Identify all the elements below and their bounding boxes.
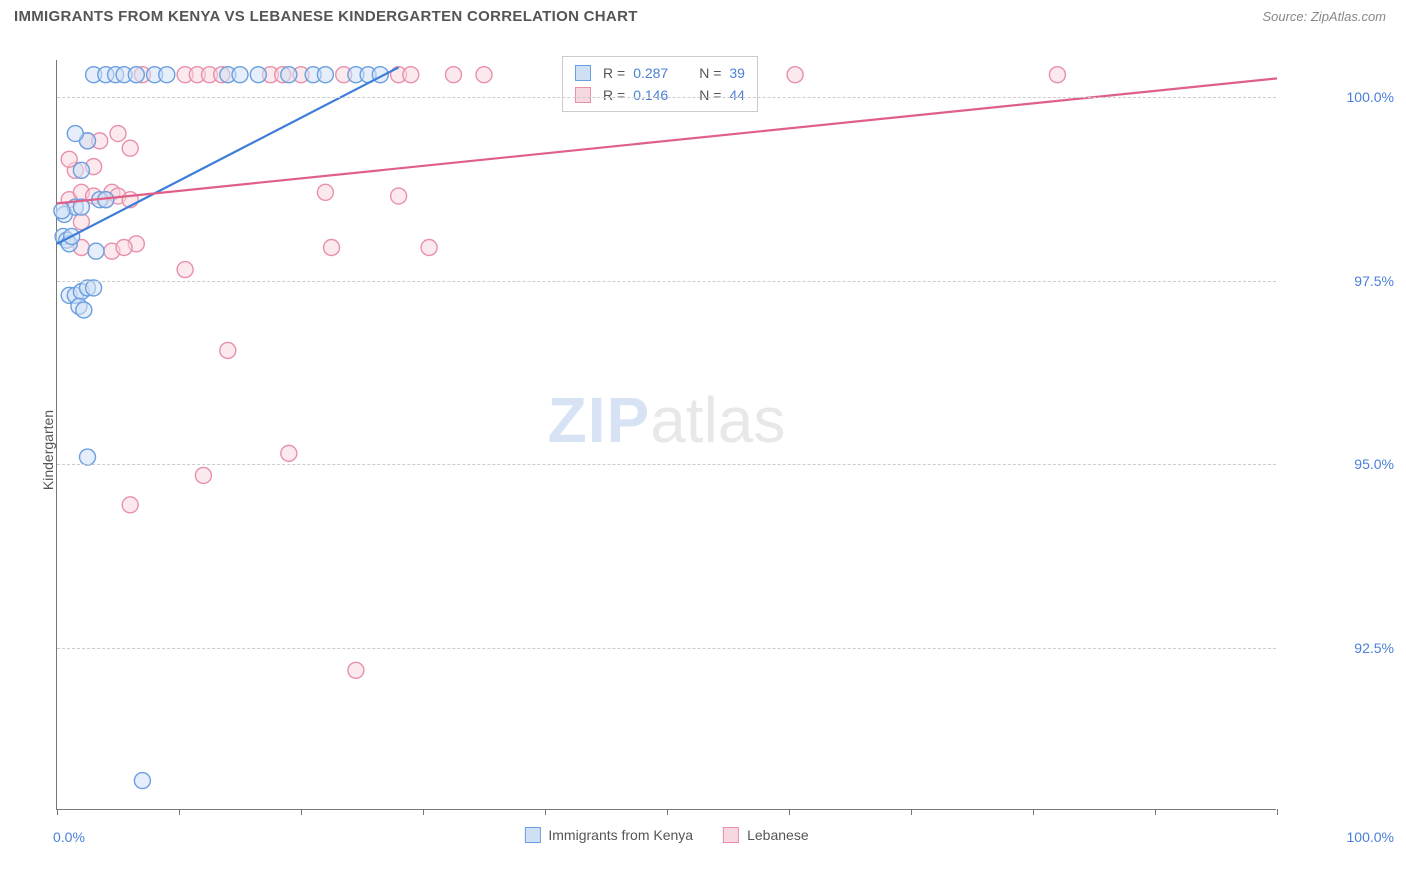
scatter-point-lebanese [787, 67, 803, 83]
legend-n-label: N = [699, 84, 721, 106]
y-axis-label: Kindergarten [40, 410, 56, 490]
gridline-h [57, 281, 1276, 282]
scatter-point-lebanese [177, 262, 193, 278]
x-tick-label-max: 100.0% [1284, 829, 1394, 845]
legend-r-label: R = [603, 62, 625, 84]
scatter-point-kenya [86, 280, 102, 296]
x-tick [1033, 809, 1034, 815]
legend-stats-row-kenya: R = 0.287 N = 39 [575, 62, 745, 84]
legend-r-value-kenya: 0.287 [633, 62, 681, 84]
scatter-point-lebanese [122, 497, 138, 513]
x-tick [789, 809, 790, 815]
scatter-point-kenya [73, 162, 89, 178]
scatter-point-kenya [76, 302, 92, 318]
x-tick [301, 809, 302, 815]
legend-item-kenya: Immigrants from Kenya [524, 827, 693, 843]
legend-stats-row-lebanese: R = 0.146 N = 44 [575, 84, 745, 106]
x-tick [1277, 809, 1278, 815]
source-attribution: Source: ZipAtlas.com [1262, 9, 1386, 24]
scatter-point-lebanese [403, 67, 419, 83]
scatter-point-kenya [134, 773, 150, 789]
scatter-point-kenya [67, 126, 83, 142]
legend-r-value-lebanese: 0.146 [633, 84, 681, 106]
scatter-point-kenya [317, 67, 333, 83]
x-tick [57, 809, 58, 815]
gridline-h [57, 464, 1276, 465]
x-tick [423, 809, 424, 815]
legend-swatch-lebanese [575, 87, 591, 103]
chart-container: Kindergarten ZIPatlas R = 0.287 N = 39 R… [0, 40, 1406, 860]
y-tick-label: 100.0% [1284, 89, 1394, 105]
plot-svg [57, 60, 1276, 809]
title-bar: IMMIGRANTS FROM KENYA VS LEBANESE KINDER… [0, 0, 1406, 29]
gridline-h [57, 97, 1276, 98]
scatter-point-kenya [88, 243, 104, 259]
scatter-point-lebanese [421, 240, 437, 256]
scatter-point-kenya [159, 67, 175, 83]
y-tick-label: 95.0% [1284, 456, 1394, 472]
x-tick [911, 809, 912, 815]
scatter-point-lebanese [116, 240, 132, 256]
scatter-point-kenya [54, 203, 70, 219]
x-tick [667, 809, 668, 815]
y-tick-label: 92.5% [1284, 640, 1394, 656]
scatter-point-kenya [232, 67, 248, 83]
x-tick-label-min: 0.0% [53, 829, 85, 845]
plot-area: ZIPatlas R = 0.287 N = 39 R = 0.146 N = … [56, 60, 1276, 810]
legend-r-label: R = [603, 84, 625, 106]
legend-label-kenya: Immigrants from Kenya [548, 827, 693, 843]
legend-label-lebanese: Lebanese [747, 827, 809, 843]
scatter-point-lebanese [195, 467, 211, 483]
legend-n-value-lebanese: 44 [729, 84, 745, 106]
trend-line-kenya [57, 67, 399, 243]
legend-swatch-kenya [575, 65, 591, 81]
y-tick-label: 97.5% [1284, 273, 1394, 289]
scatter-point-lebanese [446, 67, 462, 83]
legend-bottom: Immigrants from Kenya Lebanese [524, 827, 808, 843]
scatter-point-kenya [128, 67, 144, 83]
scatter-point-lebanese [324, 240, 340, 256]
x-tick [1155, 809, 1156, 815]
scatter-point-lebanese [391, 188, 407, 204]
x-tick [545, 809, 546, 815]
scatter-point-lebanese [220, 342, 236, 358]
chart-title: IMMIGRANTS FROM KENYA VS LEBANESE KINDER… [14, 8, 638, 25]
legend-swatch-kenya [524, 827, 540, 843]
legend-item-lebanese: Lebanese [723, 827, 809, 843]
scatter-point-lebanese [110, 126, 126, 142]
scatter-point-lebanese [281, 445, 297, 461]
scatter-point-kenya [250, 67, 266, 83]
scatter-point-lebanese [317, 184, 333, 200]
legend-n-value-kenya: 39 [729, 62, 745, 84]
legend-stats-box: R = 0.287 N = 39 R = 0.146 N = 44 [562, 56, 758, 112]
gridline-h [57, 648, 1276, 649]
scatter-point-lebanese [122, 140, 138, 156]
scatter-point-lebanese [1049, 67, 1065, 83]
legend-n-label: N = [699, 62, 721, 84]
legend-swatch-lebanese [723, 827, 739, 843]
scatter-point-lebanese [348, 662, 364, 678]
scatter-point-lebanese [476, 67, 492, 83]
scatter-point-kenya [281, 67, 297, 83]
x-tick [179, 809, 180, 815]
scatter-point-kenya [80, 449, 96, 465]
